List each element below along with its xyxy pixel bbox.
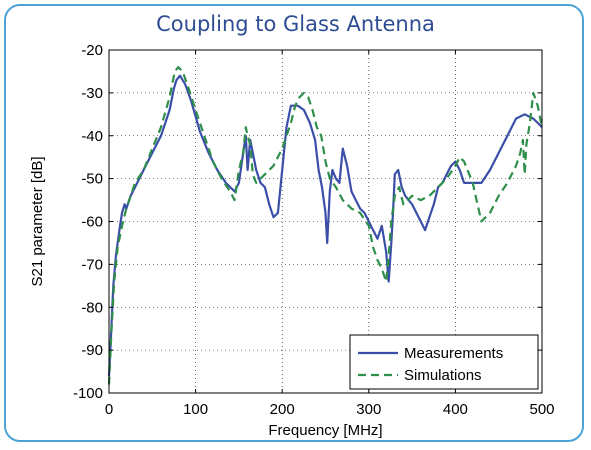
x-axis-label: Frequency [MHz]: [268, 422, 382, 439]
series-lines: [107, 66, 544, 385]
tick-labels: 0 100 200 300 400 500 -100 -90 -80 -70 -60 -50 -40 -3…: [73, 42, 555, 418]
x-tick-label: 100: [183, 401, 208, 418]
series-measurements-line: [107, 74, 543, 376]
legend-simulations-label: Simulations: [404, 367, 482, 384]
x-tick-label: 500: [529, 401, 554, 418]
y-tick-label: -20: [81, 42, 103, 59]
y-tick-label: -70: [81, 256, 103, 273]
y-tick-label: -90: [81, 342, 103, 359]
x-tick-label: 300: [356, 401, 381, 418]
y-tick-label: -30: [81, 85, 103, 102]
legend-box: [349, 334, 539, 390]
y-tick-label: -50: [81, 171, 103, 188]
x-tick-label: 400: [443, 401, 468, 418]
legend-measurements-label: Measurements: [404, 345, 503, 362]
x-tick-label: 200: [270, 401, 295, 418]
y-tick-label: -80: [81, 299, 103, 316]
series-simulations-line: [107, 66, 544, 385]
y-tick-label: -60: [81, 214, 103, 231]
y-tick-label: -40: [81, 128, 103, 145]
y-axis-label: S21 parameter [dB]: [29, 156, 46, 286]
y-tick-label: -100: [73, 385, 103, 402]
legend: Measurements Simulations: [349, 334, 539, 390]
grid-lines: [109, 50, 542, 393]
chart-title: Coupling to Glass Antenna: [156, 12, 435, 36]
x-tick-label: 0: [105, 401, 113, 418]
